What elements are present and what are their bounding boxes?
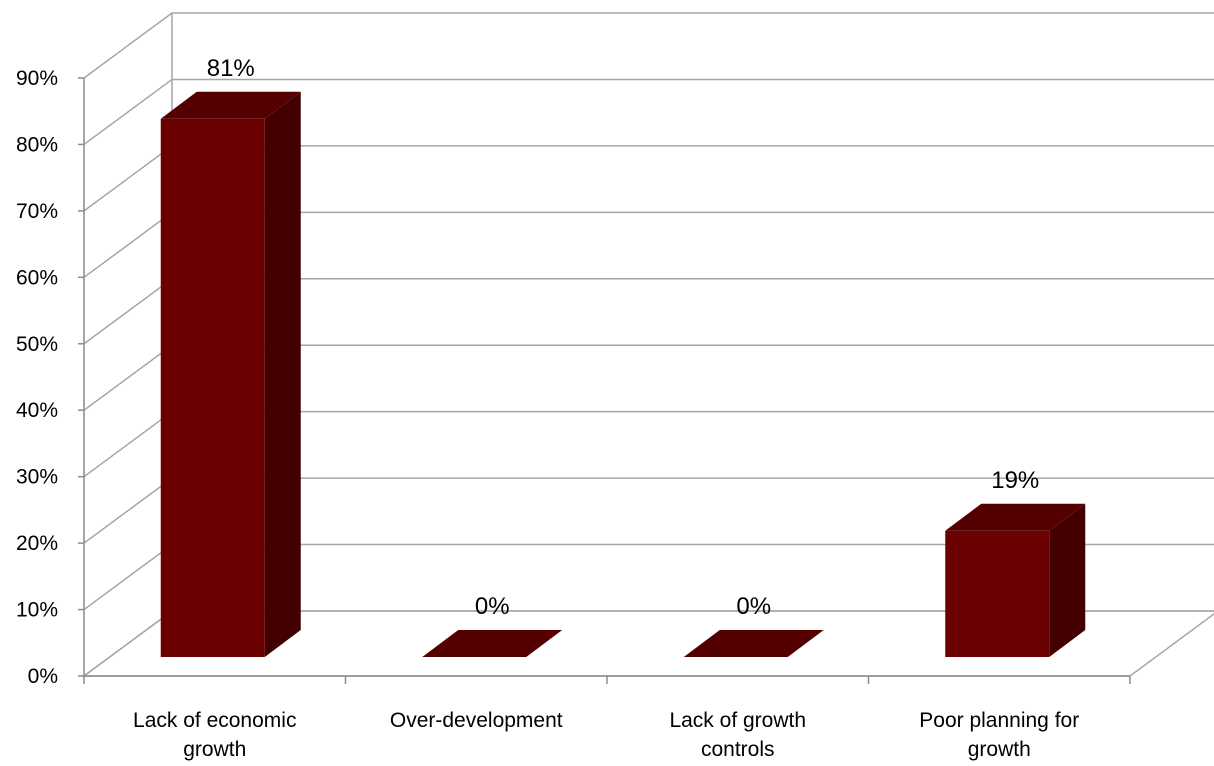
y-tick-label: 90% (16, 67, 58, 90)
data-label: 0% (475, 593, 510, 620)
bar-top (160, 91, 301, 119)
y-tick-label: 70% (16, 200, 58, 223)
labels-layer: 0% 10% 20% 30% 40% 50% 60% 70% 80% 90% 81% Lack of … (16, 55, 1079, 761)
bar-top (945, 503, 1086, 531)
bar-top (422, 630, 563, 657)
x-category-label: growth (183, 738, 246, 761)
bar-side (264, 91, 301, 658)
data-label: 81% (207, 55, 255, 82)
gridline-diagonal (83, 344, 173, 411)
gridline-diagonal (83, 543, 173, 611)
gridline-diagonal (83, 477, 173, 544)
y-tick-label: 40% (16, 399, 58, 422)
bars-layer (160, 91, 1086, 658)
gridline-diagonal (83, 78, 173, 146)
y-tick-label: 20% (16, 532, 58, 555)
x-category-label: controls (701, 738, 775, 761)
gridline-diagonal (83, 411, 173, 478)
x-category-label: Lack of growth (669, 709, 806, 732)
gridline-diagonal (83, 610, 173, 677)
data-label: 0% (736, 593, 771, 620)
y-tick-label: 50% (16, 333, 58, 356)
x-category-label: Lack of economic (133, 709, 296, 732)
y-tick-label: 0% (28, 665, 58, 688)
bar-top (683, 630, 824, 657)
y-tick-label: 10% (16, 599, 58, 622)
y-tick-label: 80% (16, 133, 58, 156)
x-category-label: Poor planning for (919, 709, 1079, 732)
x-category-label: growth (968, 738, 1031, 761)
gridline-diagonal (83, 278, 173, 345)
gridline-diagonal (83, 211, 173, 278)
axes-layer (78, 77, 1131, 684)
gridline-diagonal (83, 145, 173, 212)
y-tick-label: 60% (16, 266, 58, 289)
gridline-diagonal (83, 12, 173, 79)
x-category-label: Over-development (390, 709, 563, 732)
bar-side (1049, 503, 1086, 657)
bar-front (945, 530, 1050, 657)
bar-front (160, 118, 265, 658)
y-tick-label: 30% (16, 466, 58, 489)
data-label: 19% (991, 467, 1039, 494)
